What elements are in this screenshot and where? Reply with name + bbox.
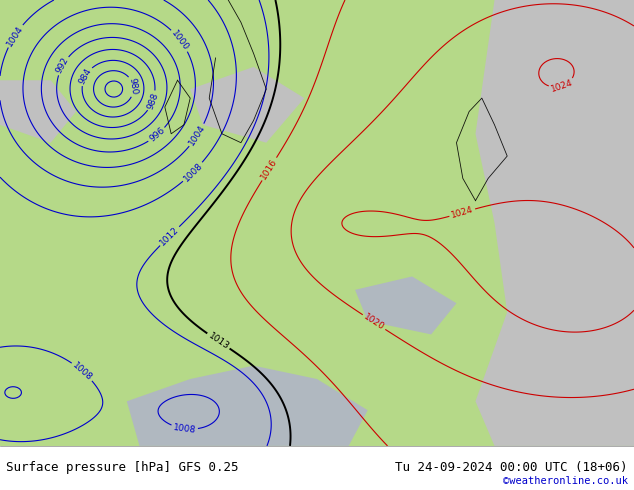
Text: 1013: 1013: [206, 331, 230, 351]
Text: 1012: 1012: [158, 225, 181, 247]
Text: Surface pressure [hPa] GFS 0.25: Surface pressure [hPa] GFS 0.25: [6, 462, 239, 474]
Polygon shape: [0, 80, 76, 143]
Text: 988: 988: [145, 91, 160, 110]
Text: 1024: 1024: [550, 78, 574, 94]
Text: 1008: 1008: [71, 360, 94, 382]
Text: 996: 996: [148, 126, 166, 144]
Polygon shape: [190, 67, 304, 143]
Polygon shape: [0, 0, 634, 446]
Text: 1000: 1000: [170, 28, 191, 52]
Text: 980: 980: [127, 77, 139, 96]
Text: 1008: 1008: [181, 161, 204, 183]
Text: 1008: 1008: [172, 422, 197, 435]
Text: 1024: 1024: [450, 205, 474, 220]
Text: ©weatheronline.co.uk: ©weatheronline.co.uk: [503, 476, 628, 486]
Text: 1004: 1004: [5, 24, 25, 48]
Text: Tu 24-09-2024 00:00 UTC (18+06): Tu 24-09-2024 00:00 UTC (18+06): [395, 462, 628, 474]
Text: 992: 992: [55, 56, 70, 75]
Text: 1020: 1020: [362, 312, 386, 332]
Polygon shape: [476, 0, 634, 446]
Polygon shape: [127, 366, 368, 446]
Text: 1016: 1016: [259, 157, 279, 181]
Text: 1004: 1004: [187, 123, 207, 147]
Polygon shape: [355, 276, 456, 334]
Text: 984: 984: [77, 66, 93, 86]
